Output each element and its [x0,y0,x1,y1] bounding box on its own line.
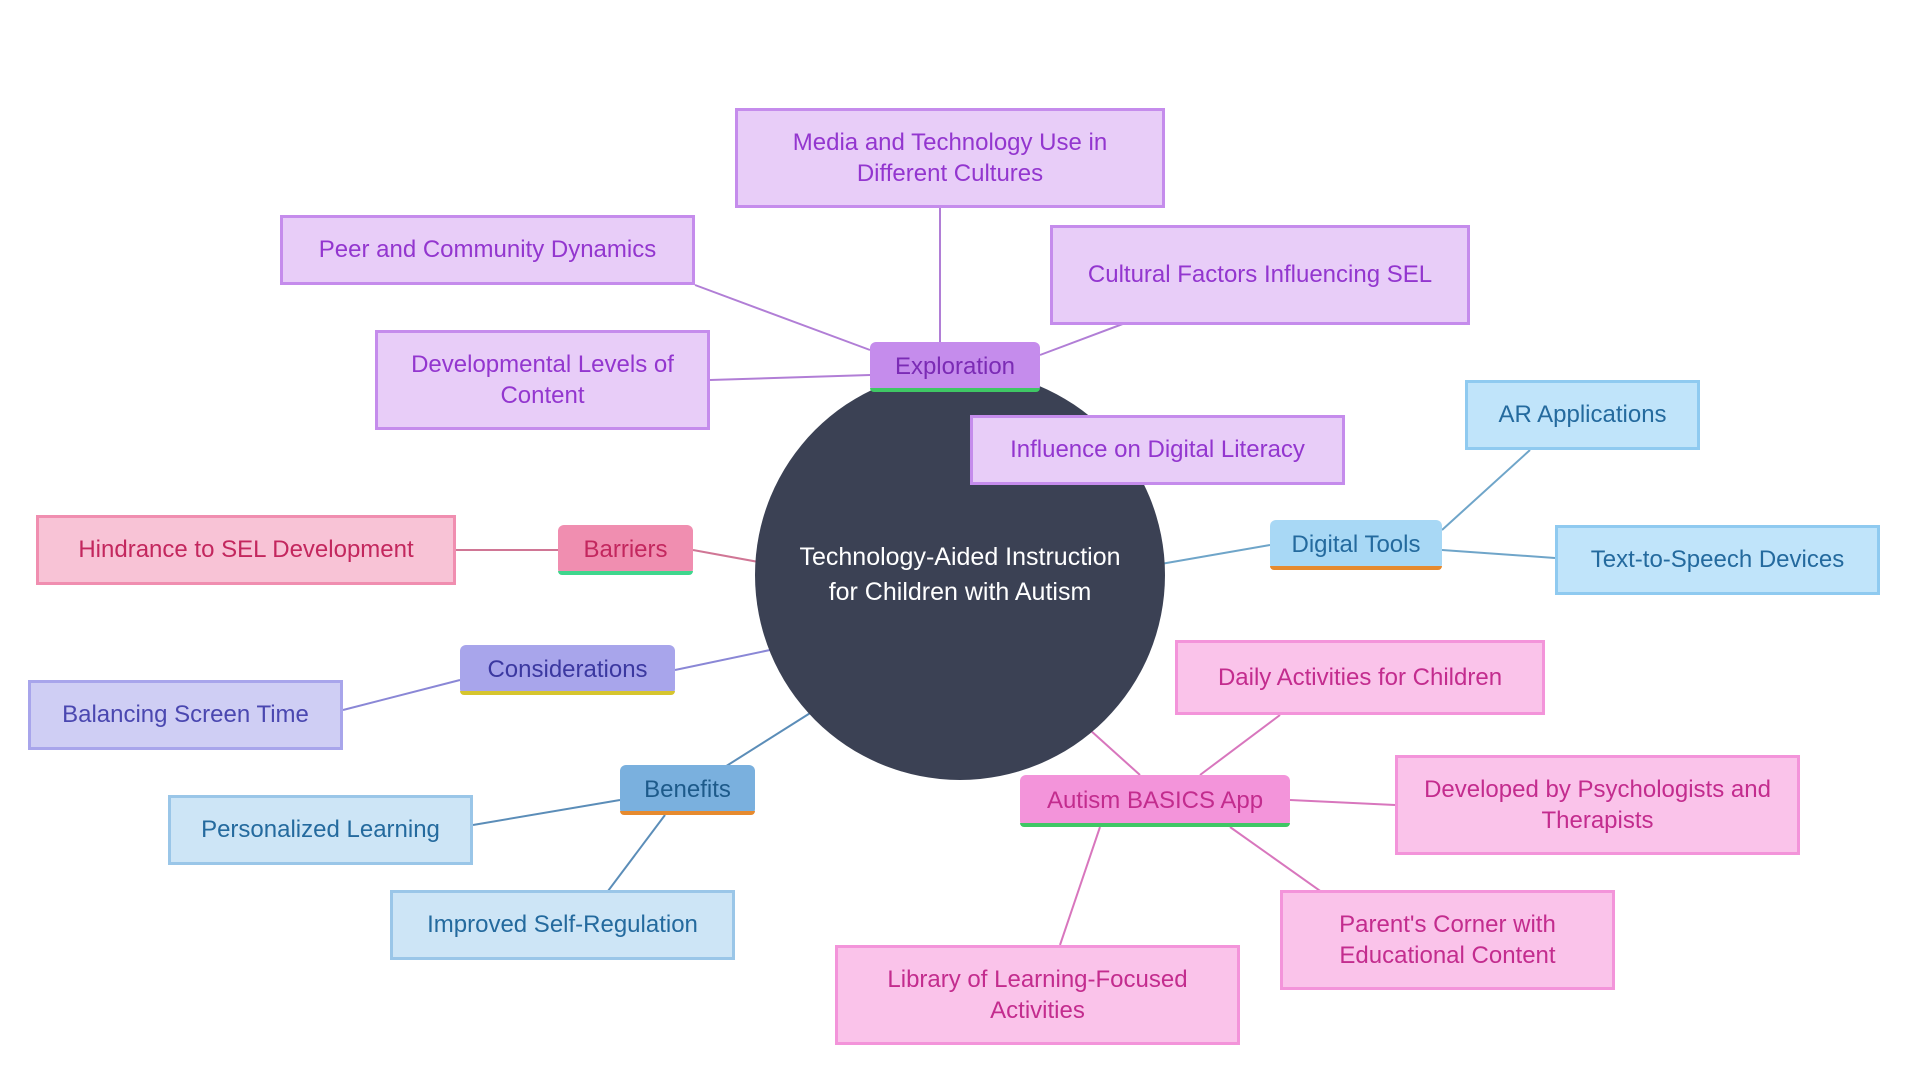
leaf-exploration-1: Peer and Community Dynamics [280,215,695,285]
leaf-label: Library of Learning-Focused Activities [856,964,1219,1026]
leaf-label: Parent's Corner with Educational Content [1301,909,1594,971]
leaf-label: Personalized Learning [201,814,440,845]
branch-label: Exploration [895,353,1015,381]
branch-exploration: Exploration [870,342,1040,392]
leaf-autismApp-1: Developed by Psychologists and Therapist… [1395,755,1800,855]
leaf-autismApp-3: Library of Learning-Focused Activities [835,945,1240,1045]
branch-barriers: Barriers [558,525,693,575]
branch-digitalTools: Digital Tools [1270,520,1442,570]
leaf-label: Improved Self-Regulation [427,909,698,940]
leaf-digitalTools-0: AR Applications [1465,380,1700,450]
leaf-label: AR Applications [1498,399,1666,430]
branch-benefits: Benefits [620,765,755,815]
leaf-label: Balancing Screen Time [62,699,309,730]
leaf-barriers-0: Hindrance to SEL Development [36,515,456,585]
leaf-label: Influence on Digital Literacy [1010,434,1305,465]
leaf-exploration-0: Media and Technology Use in Different Cu… [735,108,1165,208]
center-label: Technology-Aided Instruction for Childre… [785,540,1135,610]
leaf-benefits-0: Personalized Learning [168,795,473,865]
branch-label: Benefits [644,776,731,804]
leaf-label: Text-to-Speech Devices [1591,544,1844,575]
leaf-label: Developed by Psychologists and Therapist… [1416,774,1779,836]
leaf-digitalTools-1: Text-to-Speech Devices [1555,525,1880,595]
leaf-label: Developmental Levels of Content [396,349,689,411]
branch-label: Digital Tools [1292,531,1421,559]
leaf-considerations-0: Balancing Screen Time [28,680,343,750]
leaf-label: Daily Activities for Children [1218,662,1502,693]
branch-label: Considerations [487,656,647,684]
leaf-label: Media and Technology Use in Different Cu… [756,127,1144,189]
branch-considerations: Considerations [460,645,675,695]
leaf-autismApp-2: Parent's Corner with Educational Content [1280,890,1615,990]
leaf-label: Hindrance to SEL Development [78,534,413,565]
branch-label: Barriers [583,536,667,564]
branch-label: Autism BASICS App [1047,787,1263,815]
branch-autismApp: Autism BASICS App [1020,775,1290,827]
leaf-label: Cultural Factors Influencing SEL [1088,259,1432,290]
leaf-exploration-4: Influence on Digital Literacy [970,415,1345,485]
leaf-benefits-1: Improved Self-Regulation [390,890,735,960]
leaf-exploration-2: Cultural Factors Influencing SEL [1050,225,1470,325]
leaf-exploration-3: Developmental Levels of Content [375,330,710,430]
leaf-label: Peer and Community Dynamics [319,234,656,265]
leaf-autismApp-0: Daily Activities for Children [1175,640,1545,715]
